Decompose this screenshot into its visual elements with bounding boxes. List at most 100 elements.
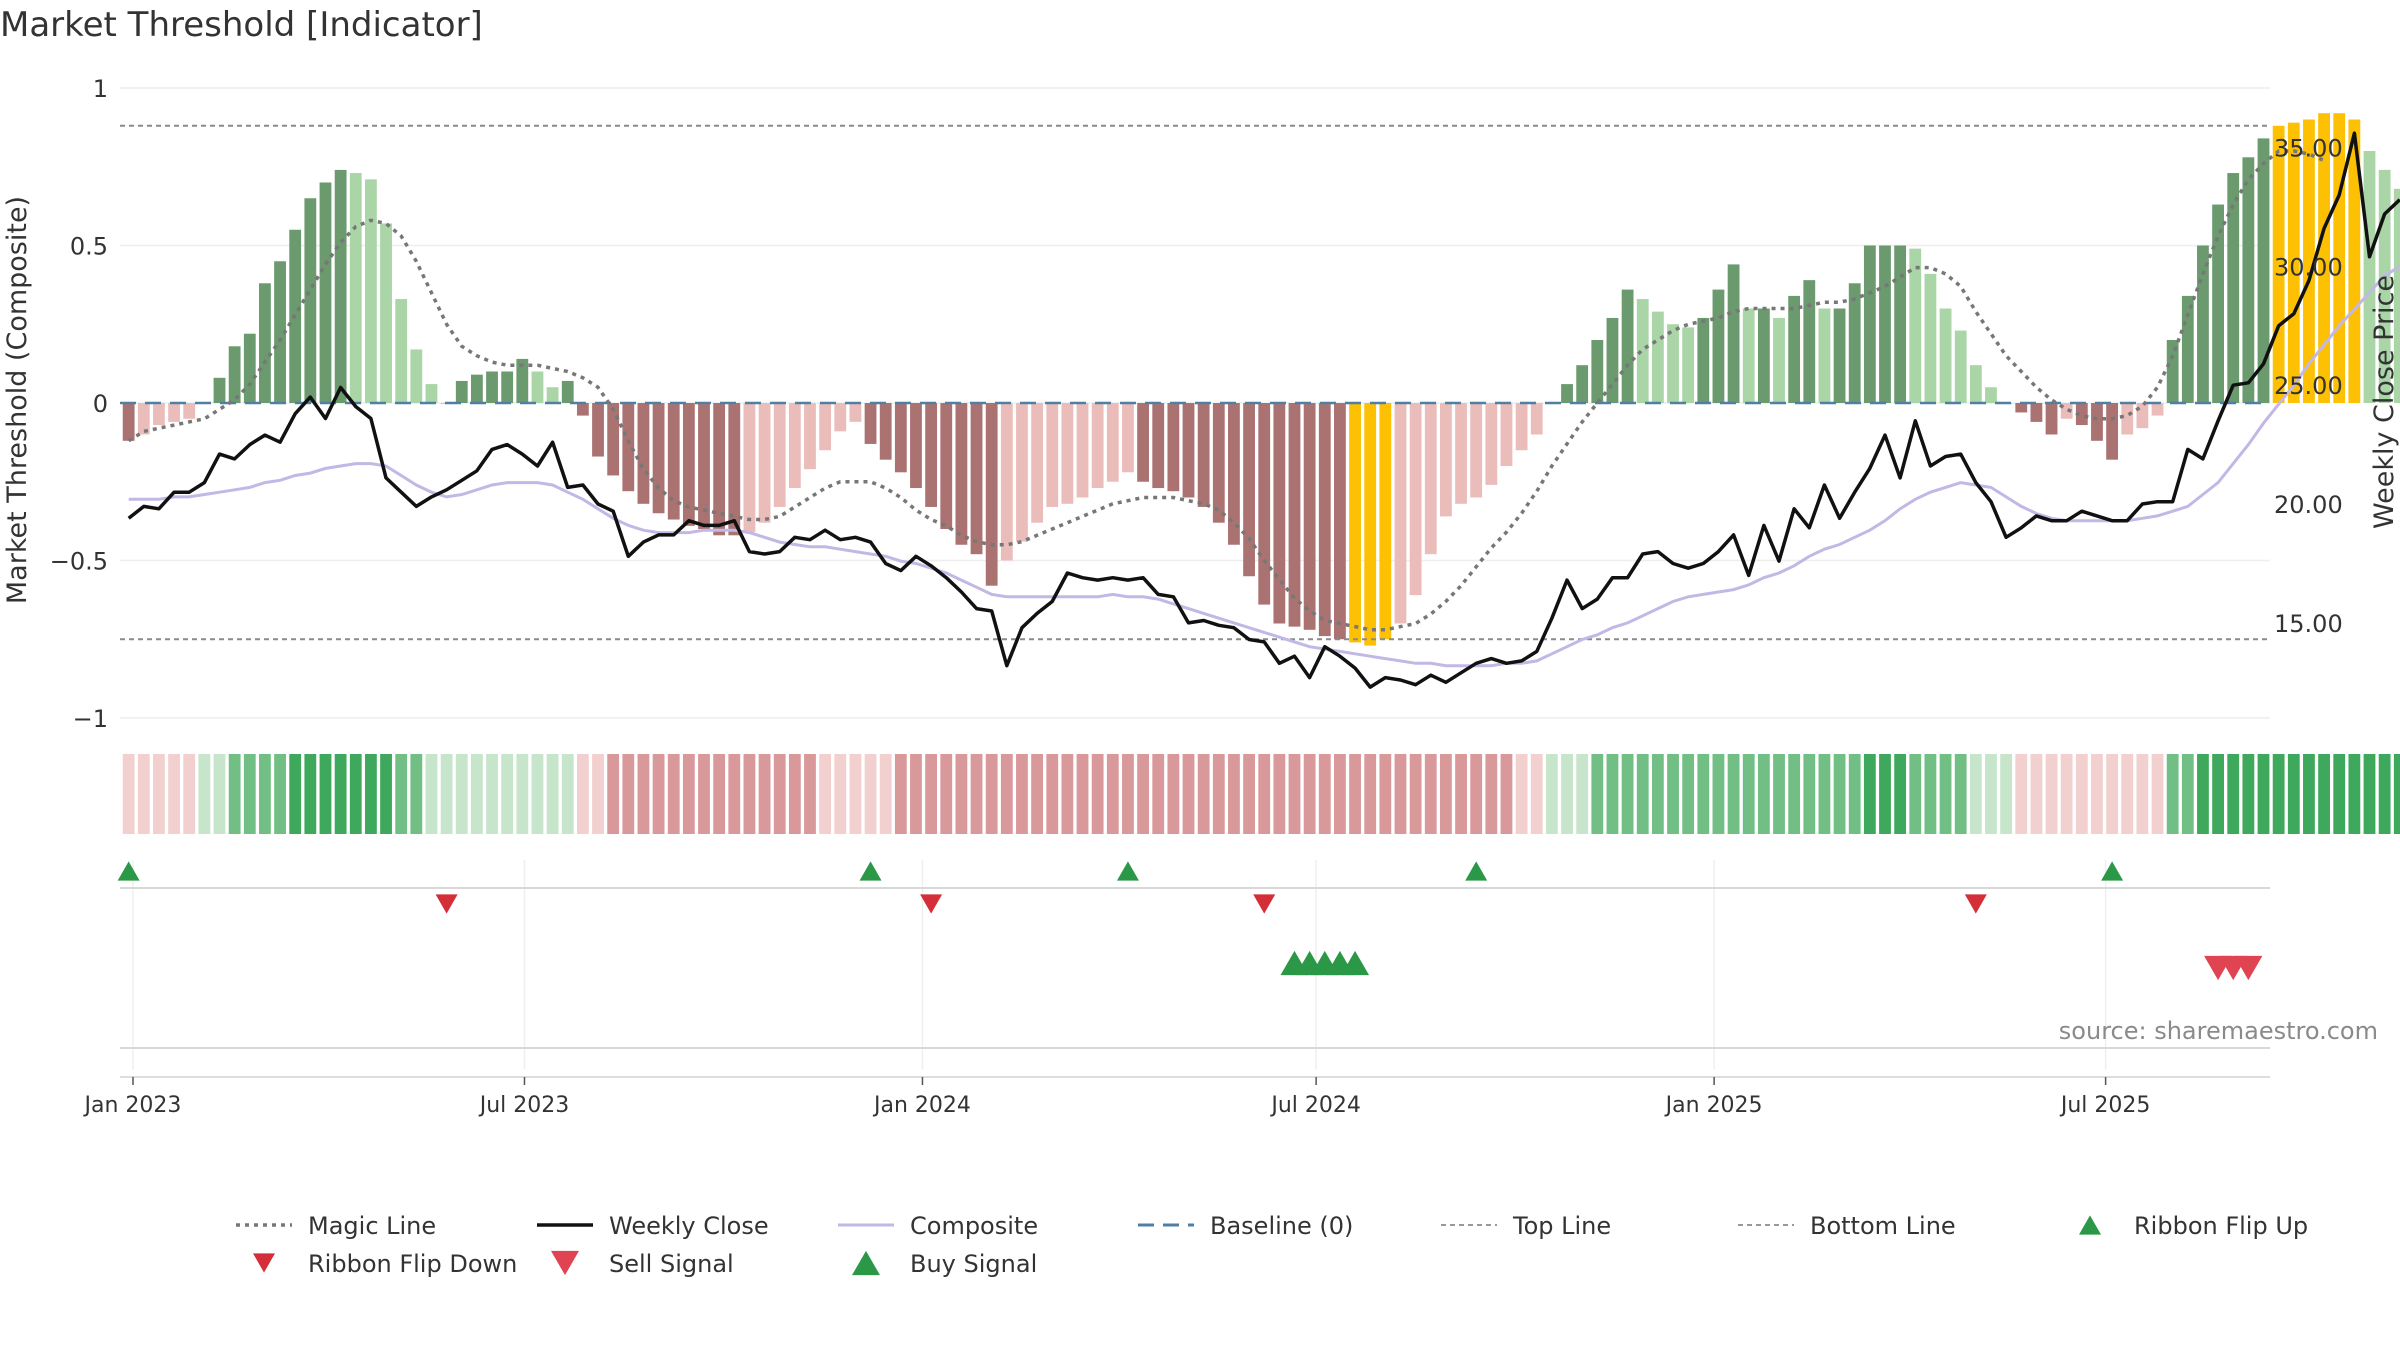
ribbon-segment (743, 754, 756, 834)
y2-tick-label: 15.00 (2274, 610, 2343, 638)
ribbon-segment (2060, 754, 2073, 834)
composite-bar (1561, 384, 1573, 403)
ribbon-segment (2091, 754, 2103, 834)
ribbon-segment (1727, 754, 1740, 834)
composite-bar (652, 403, 665, 514)
composite-bar (2075, 403, 2088, 426)
ribbon-segment (380, 754, 392, 834)
composite-bar (1409, 403, 1422, 596)
composite-bar (1924, 273, 1937, 403)
legend-label: Magic Line (308, 1212, 436, 1240)
ribbon-segment (440, 754, 453, 834)
ribbon (122, 754, 2400, 834)
legend-swatch (253, 1253, 275, 1273)
ribbon-segment (1969, 754, 1982, 834)
ribbon-segment (1470, 754, 1483, 834)
composite-bar (834, 403, 847, 432)
composite-bar (546, 387, 559, 403)
source-note: source: sharemaestro.com (2059, 1017, 2378, 1045)
ribbon-segment (2287, 754, 2300, 834)
ribbon-segment (2030, 754, 2043, 834)
ribbon-segment (1318, 754, 1331, 834)
composite-bar (970, 403, 983, 555)
ribbon-flip-down-marker (1964, 894, 1987, 914)
ribbon-segment (2197, 754, 2209, 834)
composite-bar (576, 403, 589, 416)
ribbon-segment (2257, 754, 2270, 834)
composite-bar (682, 403, 695, 526)
composite-bar (1636, 299, 1649, 403)
composite-bar (925, 403, 938, 507)
ribbon-segment (652, 754, 665, 834)
ribbon-segment (1500, 754, 1513, 834)
ribbon-segment (1409, 754, 1422, 834)
y-tick-label: −0.5 (50, 548, 108, 576)
legend-item: Sell Signal (551, 1250, 734, 1278)
legend-label: Baseline (0) (1210, 1212, 1353, 1240)
ribbon-segment (365, 754, 377, 834)
composite-bar (788, 403, 801, 489)
y2-tick-label: 20.00 (2274, 491, 2343, 519)
composite-bar (1182, 403, 1195, 498)
ribbon-segment (1424, 754, 1437, 834)
composite-bar (243, 333, 256, 403)
composite-bar (1954, 330, 1967, 403)
composite-bar (1197, 403, 1210, 507)
composite-bar (955, 403, 968, 545)
composite-bar (637, 403, 650, 504)
ribbon-segment (153, 754, 165, 834)
ribbon-segment (1788, 754, 1801, 834)
ribbon-segment (1000, 754, 1013, 834)
ribbon-segment (576, 754, 589, 834)
legend-label: Ribbon Flip Down (308, 1250, 517, 1278)
ribbon-segment (1031, 754, 1044, 834)
composite-bar (380, 223, 392, 403)
composite-bar (1288, 403, 1301, 627)
ribbon-segment (183, 754, 196, 834)
composite-bar (592, 403, 604, 457)
x-tick-label: Jan 2024 (872, 1093, 971, 1118)
ribbon-segment (804, 754, 816, 834)
composite-bar (728, 403, 741, 536)
composite-bar (1000, 403, 1013, 561)
x-tick-label: Jul 2024 (1269, 1093, 1361, 1118)
composite-bar (1530, 403, 1543, 435)
composite-bar (1167, 403, 1180, 492)
composite-bar (1727, 264, 1740, 403)
composite-bar (486, 371, 498, 403)
legend-item: Bottom Line (1738, 1212, 1956, 1240)
ribbon-segment (2075, 754, 2088, 834)
ribbon-segment (985, 754, 998, 834)
ribbon-segment (2106, 754, 2119, 834)
composite-bar (228, 346, 241, 403)
composite-bar (1243, 403, 1255, 577)
ribbon-segment (682, 754, 695, 834)
composite-bar (1273, 403, 1286, 624)
composite-bar (1334, 403, 1346, 640)
composite-bar (2151, 403, 2164, 416)
ribbon-segment (758, 754, 771, 834)
ribbon-segment (2242, 754, 2255, 834)
ribbon-segment (1364, 754, 1377, 834)
ribbon-segment (592, 754, 604, 834)
composite-bar (985, 403, 998, 586)
composite-bar (1773, 317, 1785, 403)
composite-bar (1591, 340, 1604, 403)
ribbon-flip-down-marker (435, 894, 458, 914)
legend-label: Weekly Close (609, 1212, 769, 1240)
composite-bar (168, 403, 180, 422)
legend-swatch (2079, 1215, 2101, 1235)
composite-bar (1879, 245, 1891, 403)
legend-item: Top Line (1441, 1212, 1611, 1240)
ribbon-segment (2348, 754, 2361, 834)
composite-bar (940, 403, 953, 529)
y2-axis-title: Weekly Close Price (2369, 275, 2400, 529)
composite-bar (153, 403, 165, 426)
y-tick-label: −1 (73, 705, 108, 733)
legend: Magic Line Weekly Close Composite Baseline … (236, 1212, 2308, 1278)
ribbon-segment (1212, 754, 1225, 834)
ribbon-segment (2136, 754, 2149, 834)
ribbon-segment (1803, 754, 1816, 834)
sell-signal-marker (2234, 955, 2263, 981)
